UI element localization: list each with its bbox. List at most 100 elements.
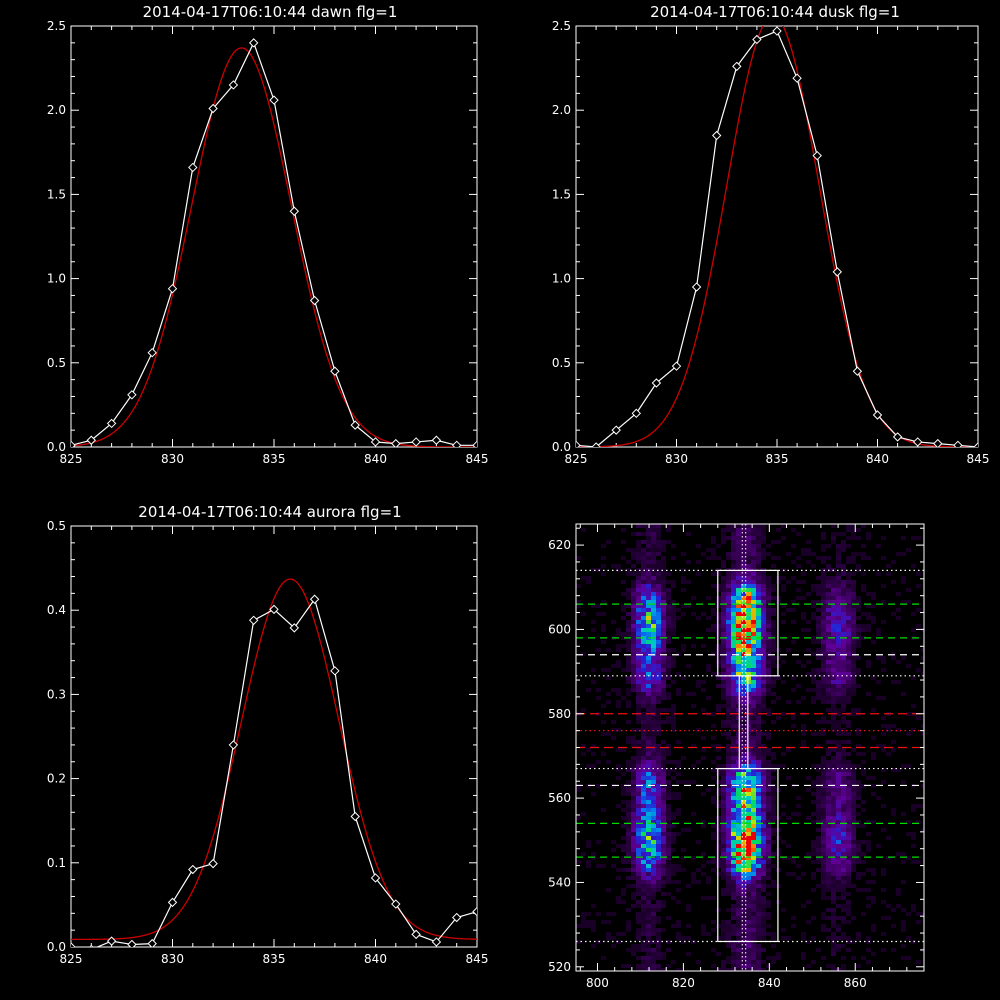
heatmap-cell [871, 872, 876, 876]
heatmap-cell [841, 700, 846, 704]
heatmap-cell [656, 616, 661, 620]
heatmap-cell [836, 884, 841, 888]
spectrogram-y-tick-label: 600 [548, 622, 571, 636]
heatmap-cell [751, 932, 756, 936]
heatmap-cell [731, 792, 736, 796]
heatmap-cell [856, 932, 861, 936]
heatmap-cell [651, 764, 656, 768]
heatmap-cell [846, 556, 851, 560]
heatmap-cell [736, 680, 741, 684]
heatmap-cell [576, 924, 581, 928]
heatmap-cell [726, 820, 731, 824]
heatmap-cell [736, 904, 741, 908]
heatmap-cell [676, 672, 681, 676]
heatmap-cell [656, 932, 661, 936]
heatmap-cell [661, 812, 666, 816]
heatmap-cell [846, 700, 851, 704]
heatmap-cell [761, 784, 766, 788]
heatmap-cell [761, 916, 766, 920]
heatmap-cell [856, 528, 861, 532]
heatmap-cell [731, 576, 736, 580]
heatmap-cell [741, 968, 746, 971]
aurora-x-tick-label: 845 [466, 952, 489, 966]
heatmap-cell [766, 820, 771, 824]
heatmap-cell [626, 860, 631, 864]
heatmap-cell [831, 944, 836, 948]
heatmap-cell [636, 880, 641, 884]
heatmap-cell [651, 696, 656, 700]
heatmap-cell [656, 524, 661, 528]
heatmap-cell [756, 876, 761, 880]
heatmap-cell [761, 532, 766, 536]
heatmap-cell [731, 600, 736, 604]
heatmap-cell [711, 832, 716, 836]
heatmap-cell [831, 912, 836, 916]
heatmap-cell [831, 704, 836, 708]
heatmap-cell [656, 724, 661, 728]
heatmap-cell [666, 876, 671, 880]
heatmap-cell [581, 528, 586, 532]
heatmap-cell [811, 604, 816, 608]
heatmap-cell [756, 664, 761, 668]
heatmap-cell [706, 696, 711, 700]
heatmap-cell [751, 740, 756, 744]
heatmap-cell [836, 864, 841, 868]
heatmap-cell [641, 956, 646, 960]
heatmap-cell [841, 628, 846, 632]
heatmap-cell [736, 908, 741, 912]
heatmap-cell [666, 836, 671, 840]
heatmap-cell [786, 816, 791, 820]
heatmap-cell [741, 664, 746, 668]
heatmap-cell [646, 656, 651, 660]
heatmap-cell [666, 664, 671, 668]
heatmap-cell [851, 664, 856, 668]
heatmap-cell [781, 680, 786, 684]
heatmap-cell [836, 916, 841, 920]
heatmap-cell [791, 916, 796, 920]
heatmap-cell [641, 820, 646, 824]
heatmap-cell [831, 888, 836, 892]
heatmap-cell [731, 764, 736, 768]
heatmap-cell [726, 672, 731, 676]
heatmap-cell [656, 844, 661, 848]
heatmap-cell [886, 904, 891, 908]
heatmap-cell [656, 744, 661, 748]
heatmap-cell [851, 588, 856, 592]
heatmap-cell [871, 736, 876, 740]
heatmap-cell [656, 608, 661, 612]
heatmap-cell [761, 752, 766, 756]
heatmap-cell [841, 800, 846, 804]
heatmap-cell [636, 600, 641, 604]
heatmap-cell [841, 548, 846, 552]
heatmap-cell [746, 760, 751, 764]
heatmap-cell [831, 644, 836, 648]
heatmap-cell [721, 872, 726, 876]
heatmap-cell [881, 584, 886, 588]
heatmap-cell [841, 612, 846, 616]
heatmap-cell [901, 600, 906, 604]
heatmap-cell [726, 888, 731, 892]
heatmap-cell [781, 588, 786, 592]
heatmap-cell [736, 968, 741, 971]
heatmap-cell [846, 776, 851, 780]
heatmap-cell [771, 608, 776, 612]
heatmap-cell [631, 656, 636, 660]
heatmap-cell [771, 584, 776, 588]
heatmap-cell [841, 672, 846, 676]
heatmap-cell [841, 688, 846, 692]
heatmap-cell [756, 740, 761, 744]
heatmap-cell [726, 688, 731, 692]
heatmap-cell [651, 968, 656, 971]
heatmap-cell [641, 756, 646, 760]
heatmap-cell [841, 796, 846, 800]
heatmap-cell [746, 808, 751, 812]
heatmap-cell [721, 676, 726, 680]
heatmap-cell [626, 780, 631, 784]
heatmap-cell [591, 620, 596, 624]
heatmap-cell [646, 628, 651, 632]
heatmap-cell [836, 560, 841, 564]
heatmap-cell [826, 836, 831, 840]
heatmap-cell [896, 660, 901, 664]
heatmap-cell [816, 648, 821, 652]
heatmap-cell [846, 768, 851, 772]
